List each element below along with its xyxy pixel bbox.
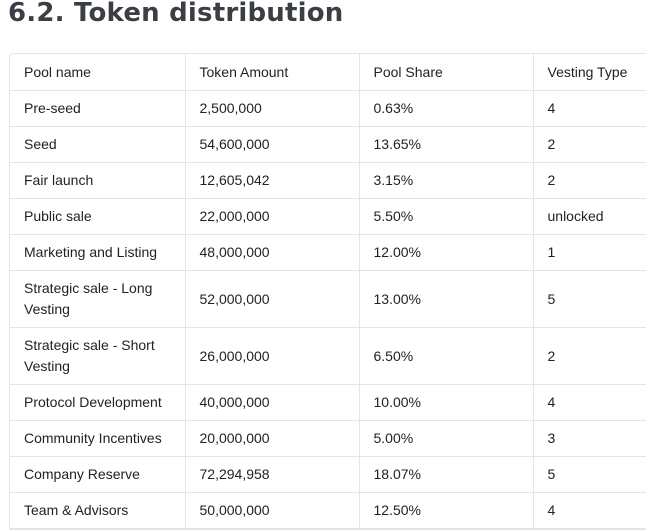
cell-token-amount: 12,605,042: [185, 162, 360, 199]
cell-token-amount: 2,500,000: [185, 90, 360, 127]
table-row: Pre-seed 2,500,000 0.63% 4: [10, 90, 646, 127]
cell-vesting-type: 2: [533, 162, 646, 199]
cell-pool-name: Community Incentives: [10, 420, 186, 457]
cell-pool-share: 12.00%: [359, 234, 534, 271]
cell-pool-share: 6.50%: [359, 327, 534, 385]
cell-token-amount: 48,000,000: [185, 234, 360, 271]
cell-pool-share: 13.00%: [359, 270, 534, 328]
cell-vesting-type: unlocked: [533, 198, 646, 235]
cell-pool-share: 5.00%: [359, 420, 534, 457]
header-token-amount: Token Amount: [185, 54, 360, 91]
table-row: Community Incentives 20,000,000 5.00% 3: [10, 420, 646, 457]
token-distribution-table-container: Pool name Token Amount Pool Share Vestin…: [9, 53, 646, 530]
cell-vesting-type: 5: [533, 456, 646, 493]
table-row: Seed 54,600,000 13.65% 2: [10, 126, 646, 163]
table-row: Strategic sale - Short Vesting 26,000,00…: [10, 327, 646, 385]
cell-pool-name: Strategic sale - Short Vesting: [10, 327, 186, 385]
cell-token-amount: 54,600,000: [185, 126, 360, 163]
cell-vesting-type: 2: [533, 327, 646, 385]
cell-token-amount: 50,000,000: [185, 492, 360, 529]
cell-token-amount: 40,000,000: [185, 384, 360, 421]
cell-pool-name: Fair launch: [10, 162, 186, 199]
cell-pool-share: 3.15%: [359, 162, 534, 199]
cell-pool-name: Public sale: [10, 198, 186, 235]
cell-pool-name: Seed: [10, 126, 186, 163]
cell-vesting-type: 2: [533, 126, 646, 163]
table-row: Protocol Development 40,000,000 10.00% 4: [10, 384, 646, 421]
cell-vesting-type: 5: [533, 270, 646, 328]
cell-vesting-type: 3: [533, 420, 646, 457]
cell-token-amount: 52,000,000: [185, 270, 360, 328]
cell-vesting-type: 4: [533, 90, 646, 127]
table-row: Team & Advisors 50,000,000 12.50% 4: [10, 492, 646, 529]
section-heading: 6.2. Token distribution: [8, 0, 344, 28]
table-row: Company Reserve 72,294,958 18.07% 5: [10, 456, 646, 493]
header-pool-name: Pool name: [10, 54, 186, 91]
header-pool-share: Pool Share: [359, 54, 534, 91]
cell-pool-name: Marketing and Listing: [10, 234, 186, 271]
cell-vesting-type: 4: [533, 384, 646, 421]
cell-vesting-type: 4: [533, 492, 646, 529]
cell-token-amount: 22,000,000: [185, 198, 360, 235]
cell-vesting-type: 1: [533, 234, 646, 271]
table-row: Strategic sale - Long Vesting 52,000,000…: [10, 270, 646, 328]
cell-pool-share: 5.50%: [359, 198, 534, 235]
cell-token-amount: 26,000,000: [185, 327, 360, 385]
cell-pool-name: Company Reserve: [10, 456, 186, 493]
cell-pool-share: 12.50%: [359, 492, 534, 529]
cell-pool-name: Strategic sale - Long Vesting: [10, 270, 186, 328]
table-row: Public sale 22,000,000 5.50% unlocked: [10, 198, 646, 235]
cell-token-amount: 20,000,000: [185, 420, 360, 457]
token-distribution-table: Pool name Token Amount Pool Share Vestin…: [10, 54, 646, 529]
cell-pool-name: Team & Advisors: [10, 492, 186, 529]
table-row: Marketing and Listing 48,000,000 12.00% …: [10, 234, 646, 271]
cell-pool-share: 18.07%: [359, 456, 534, 493]
cell-pool-share: 13.65%: [359, 126, 534, 163]
cell-pool-name: Pre-seed: [10, 90, 186, 127]
cell-token-amount: 72,294,958: [185, 456, 360, 493]
cell-pool-share: 10.00%: [359, 384, 534, 421]
table-header-row: Pool name Token Amount Pool Share Vestin…: [10, 54, 646, 91]
cell-pool-name: Protocol Development: [10, 384, 186, 421]
header-vesting-type: Vesting Type: [533, 54, 646, 91]
cell-pool-share: 0.63%: [359, 90, 534, 127]
table-row: Fair launch 12,605,042 3.15% 2: [10, 162, 646, 199]
